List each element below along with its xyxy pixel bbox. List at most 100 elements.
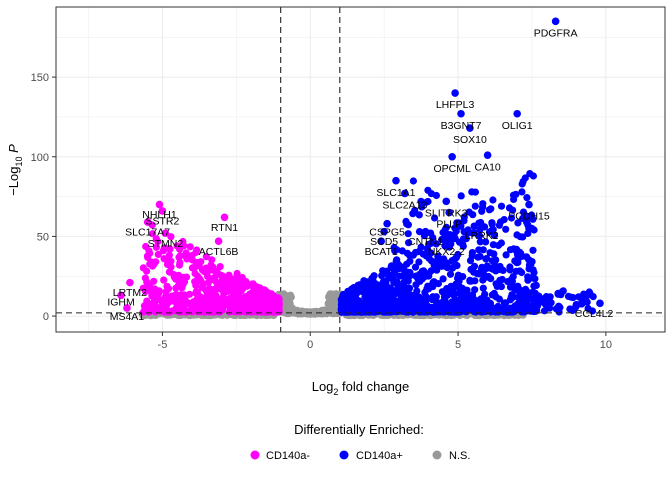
legend-label-ns: N.S. (449, 450, 470, 462)
data-point-up (506, 246, 515, 254)
data-point-up (530, 226, 538, 234)
data-point-down (176, 298, 184, 306)
panel-border (55, 6, 666, 333)
data-point-down (191, 278, 199, 286)
gene-label-rtn1: RTN1 (211, 222, 238, 234)
data-point-up (404, 221, 412, 229)
data-point-up (417, 197, 425, 205)
data-point-up (360, 277, 368, 285)
gene-label-lrrk2: LRRK2 (465, 230, 499, 242)
data-point-down (199, 305, 207, 313)
data-point-up (468, 188, 476, 196)
data-point-up (457, 289, 465, 297)
data-point-up (511, 257, 519, 265)
data-point-down (242, 293, 251, 301)
data-point-up (479, 284, 487, 292)
data-point-down (139, 284, 147, 292)
data-point-up (518, 268, 526, 277)
data-point-up (506, 263, 514, 271)
data-point-up (428, 296, 436, 304)
labeled-point-pllp (445, 208, 453, 217)
data-point-up (382, 279, 390, 287)
data-point-down (150, 277, 158, 285)
gene-label-cntn1: CNTN1 (408, 236, 443, 248)
data-point-down (192, 302, 201, 310)
data-point-down (140, 302, 148, 310)
data-point-up (351, 298, 359, 307)
legend-swatch-down (250, 450, 260, 460)
data-point-up (497, 239, 505, 247)
data-point-down (273, 294, 281, 302)
data-point-down (181, 294, 189, 302)
data-point-up (496, 218, 505, 226)
data-point-up (488, 220, 496, 228)
data-point-down (236, 283, 244, 291)
data-point-down (164, 307, 172, 315)
data-point-down (252, 295, 260, 303)
labeled-point-actl6b (214, 237, 223, 245)
data-point-up (396, 264, 404, 273)
data-point-down (154, 250, 162, 259)
data-point-down (152, 297, 160, 305)
data-point-up (524, 301, 533, 309)
labeled-point-ca10 (483, 151, 492, 159)
data-point-down (198, 266, 206, 274)
data-point-up (425, 285, 433, 293)
data-point-up (451, 298, 459, 306)
data-point-up (508, 206, 517, 214)
data-point-up (431, 214, 439, 222)
data-point-down (175, 261, 184, 269)
data-point-up (456, 284, 464, 292)
data-point-up (568, 305, 576, 314)
y-axis-title: −Log10 P (6, 144, 24, 196)
data-point-down (176, 252, 184, 260)
data-point-down (191, 263, 199, 271)
data-point-down (141, 274, 149, 282)
gene-label-opcml: OPCML (433, 163, 471, 175)
data-point-down (268, 303, 276, 311)
data-point-up (524, 273, 532, 281)
data-point-up (455, 238, 464, 246)
data-point-up (524, 213, 532, 221)
data-point-down (225, 271, 233, 279)
labeled-point-bcat1 (377, 237, 385, 245)
data-point-up (471, 202, 479, 210)
data-point-down (152, 243, 160, 251)
data-point-up (482, 238, 490, 246)
data-point-up (409, 300, 417, 308)
data-point-down (232, 305, 240, 313)
data-point-up (425, 254, 433, 262)
data-point-up (418, 203, 426, 211)
data-point-up (389, 301, 397, 309)
data-point-down (160, 276, 168, 284)
data-point-up (493, 282, 501, 290)
data-point-down (182, 253, 190, 261)
labeled-point-slitrk3 (442, 197, 451, 206)
data-point-up (382, 286, 390, 294)
data-point-up (415, 228, 424, 236)
data-point-up (529, 266, 537, 274)
data-point-ns (331, 303, 339, 312)
data-point-up (554, 304, 562, 312)
data-point-down (162, 288, 170, 296)
data-point-up (468, 252, 476, 260)
y-tick-label: 100 (31, 152, 49, 164)
data-point-up (421, 302, 429, 310)
data-point-down (210, 285, 218, 293)
data-point-up (446, 231, 454, 239)
data-point-up (348, 288, 356, 296)
gene-label-cspg5: CSPG5 (369, 227, 405, 239)
data-point-up (445, 243, 453, 251)
data-point-up (446, 270, 455, 278)
data-point-up (487, 205, 495, 213)
data-point-up (338, 308, 346, 316)
data-point-up (484, 272, 493, 281)
data-point-up (481, 297, 490, 305)
gene-label-actl6b: ACTL6B (199, 246, 239, 258)
data-point-up (454, 221, 462, 229)
data-point-up (463, 292, 471, 300)
data-point-up (494, 302, 502, 310)
data-point-up (464, 300, 472, 308)
data-point-down (192, 289, 200, 297)
data-point-up (508, 282, 516, 290)
